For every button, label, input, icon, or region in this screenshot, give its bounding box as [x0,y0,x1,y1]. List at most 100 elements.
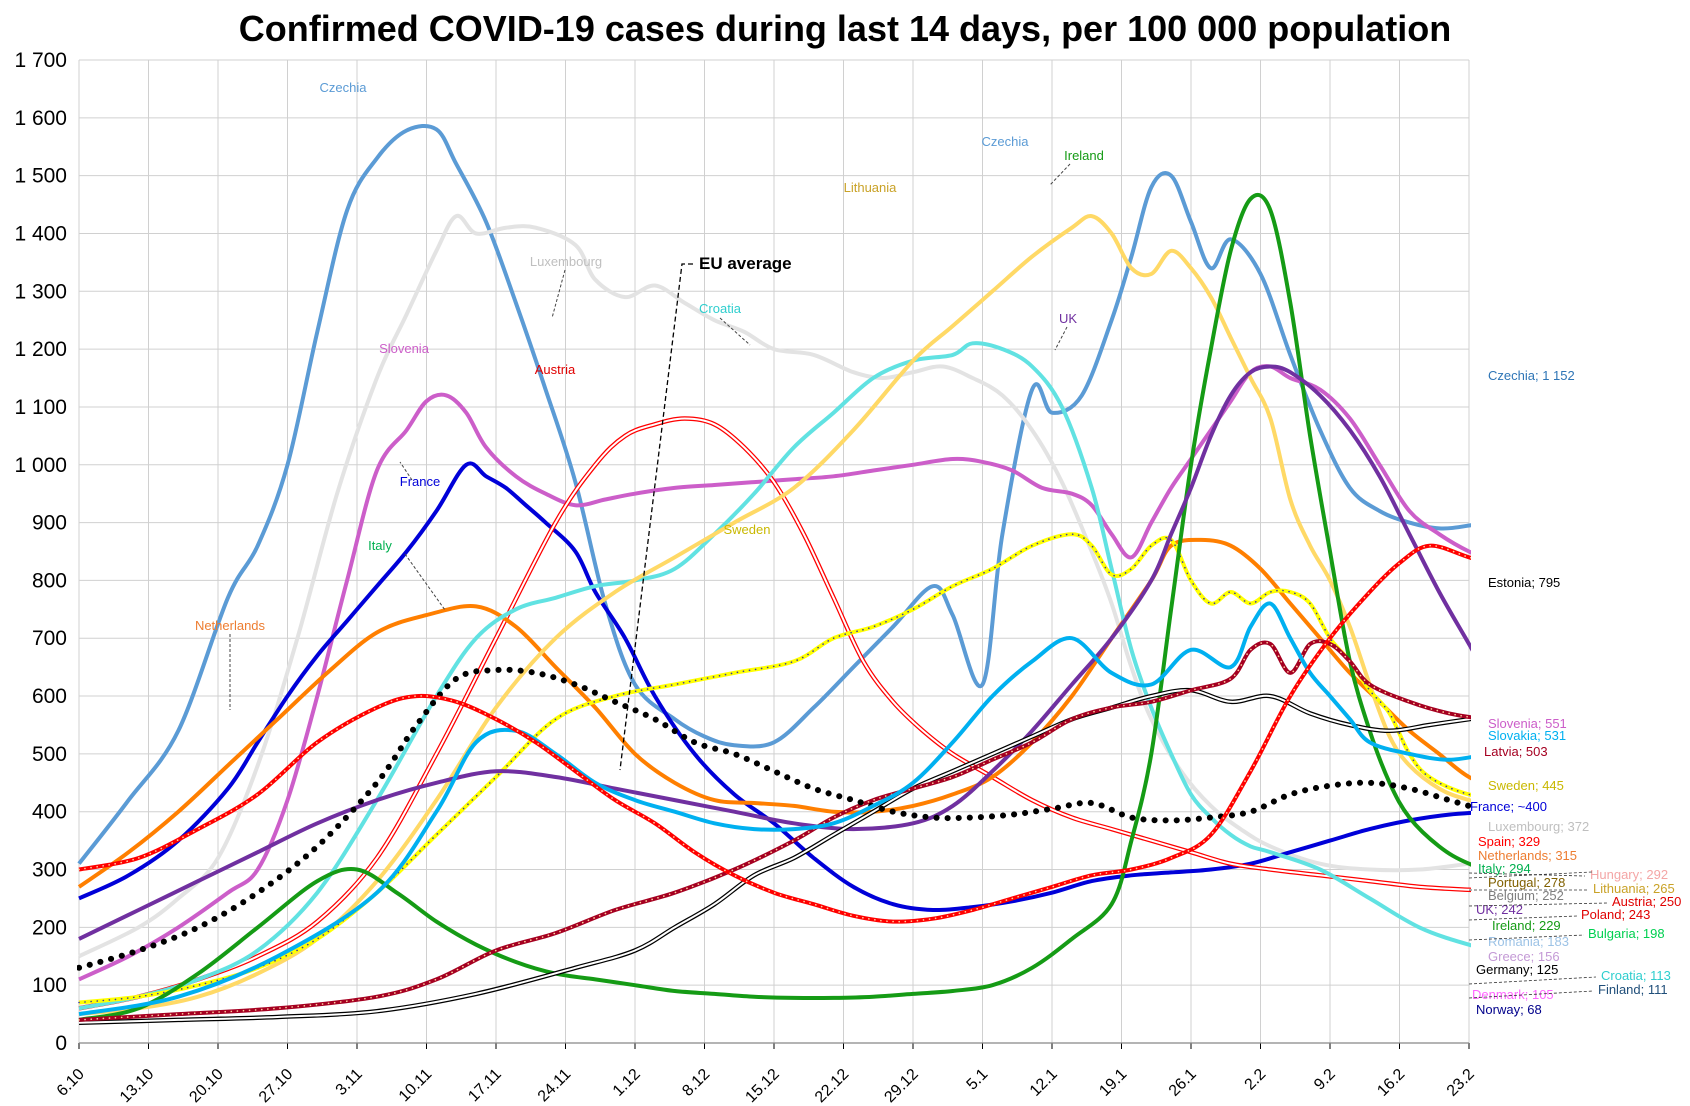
x-tick-label: 16.2 [1374,1066,1408,1100]
x-tick-label: 23.2 [1444,1066,1478,1100]
x-tick-label: 10.11 [396,1066,436,1106]
end-label-leader [1468,990,1594,999]
series-line-sweden [78,532,1471,1005]
y-tick-label: 800 [32,569,67,592]
x-tick-label: 2.2 [1242,1066,1270,1094]
eu-average-leader [619,263,693,771]
series-line-estonia-inner [78,689,1471,1024]
annotation-ireland: Ireland [1064,148,1104,163]
end-label-leader [1468,976,1597,985]
end-label-estonia: Estonia; 795 [1488,575,1560,590]
annotation-lithuania: Lithuania [844,180,898,195]
y-tick-label: 1 500 [14,165,67,188]
y-tick-label: 1 200 [14,338,67,361]
end-label-netherlands: Netherlands; 315 [1478,848,1577,863]
end-label-lithuania: Lithuania; 265 [1593,881,1675,896]
y-tick-label: 1 300 [14,280,67,303]
series-line-slovakia [78,601,1471,1017]
y-tick-label: 0 [55,1032,67,1055]
x-tick-label: 20.10 [186,1066,226,1106]
y-tick-label: 1 100 [14,396,67,419]
annotation-pointer [1049,163,1071,186]
end-label-france: France; ~400 [1470,799,1547,814]
annotation-sweden: Sweden [724,522,771,537]
x-tick-label: 3.11 [333,1066,366,1099]
end-label-denmark: Denmark; 105 [1472,987,1554,1002]
x-tick-label: 26.1 [1166,1066,1200,1100]
end-label-spain: Spain; 329 [1478,834,1540,849]
end-label-poland: Poland; 243 [1581,907,1650,922]
x-tick-label: 19.1 [1096,1066,1130,1100]
x-tick-label: 8.12 [679,1066,713,1100]
annotation-netherlands: Netherlands [195,618,266,633]
annotation-italy: Italy [368,538,392,553]
annotation-slovenia: Slovenia [379,341,430,356]
end-label-luxembourg: Luxembourg; 372 [1488,819,1589,834]
annotation-czechia: Czechia [320,80,368,95]
annotation-eu-average: EU average [699,254,792,273]
y-tick-label: 100 [32,974,67,997]
end-label-czechia: Czechia; 1 152 [1488,368,1575,383]
x-tick-label: 29.12 [881,1066,921,1106]
x-tick-label: 13.10 [117,1066,157,1106]
series-line-luxembourg [78,213,1471,959]
series-line-netherlands [77,537,1471,889]
annotation-pointer [719,317,751,346]
end-label-slovakia: Slovakia; 531 [1488,728,1566,743]
series-line-latvia-dots [78,640,1471,1021]
series-annotations: Czechia Czechia Luxembourg Slovenia Austria F… [195,80,1104,771]
y-tick-label: 1 000 [14,454,67,477]
series-line-croatia [78,341,1471,1011]
end-label-germany: Germany; 125 [1476,962,1558,977]
y-tick-label: 400 [32,801,67,824]
end-label-leader [1468,902,1608,907]
series-line-slovenia [78,364,1471,982]
x-tick-label: 9.2 [1311,1066,1339,1094]
annotation-austria: Austria [535,362,576,377]
x-tick-label: 27.10 [256,1066,296,1106]
annotation-uk: UK [1059,311,1077,326]
end-label-romania: Romania; 183 [1488,934,1569,949]
annotation-czechia: Czechia [982,134,1030,149]
y-tick-label: 700 [32,627,67,650]
end-label-leader [1468,915,1578,921]
end-label-croatia: Croatia; 113 [1601,968,1671,983]
y-tick-label: 200 [32,916,67,939]
series-line-czechia [77,124,1471,865]
x-tick-label: 22.12 [812,1066,852,1106]
end-label-portugal: Portugal; 278 [1488,875,1565,890]
annotation-croatia: Croatia [699,301,742,316]
y-tick-label: 1 600 [14,107,67,130]
series-line-lithuania [78,214,1471,1017]
series-line-ireland [78,192,1471,1022]
end-label-austria: Austria; 250 [1612,894,1681,909]
x-tick-label: 15.12 [742,1066,782,1106]
annotation-pointer [404,553,446,611]
series-line-latvia [78,639,1471,1022]
end-label-bulgaria: Bulgaria; 198 [1588,926,1665,941]
y-tick-label: 1 400 [14,222,67,245]
y-tick-label: 1 700 [14,49,67,72]
series-line-france [78,461,1471,913]
end-label-italy: Italy; 294 [1478,861,1531,876]
end-label-finland: Finland; 111 [1598,982,1668,997]
end-label-latvia: Latvia; 503 [1484,744,1548,759]
end-label-slovenia: Slovenia; 551 [1488,716,1567,731]
x-tick-label: 12.1 [1027,1066,1061,1100]
end-label-norway: Norway; 68 [1476,1002,1542,1017]
end-label-leader [1468,934,1585,941]
annotation-france: France [400,474,440,489]
annotation-luxembourg: Luxembourg [530,254,602,269]
series-line-spain [78,543,1471,924]
end-label-belgium: Belgium; 252 [1488,888,1564,903]
series-line-austria-inner [78,417,1471,1010]
x-tick-label: 1.12 [610,1066,644,1100]
y-tick-label: 500 [32,743,67,766]
end-label-sweden: Sweden; 445 [1488,778,1564,793]
y-axis-ticks: 0 100 200 300 400 500 600 700 800 900 1 000 1 100 1 … [14,49,67,1055]
series-line-uk [78,364,1471,941]
annotation-pointer [551,269,566,319]
x-tick-label: 5.1 [964,1066,992,1094]
series-lines [77,124,1471,1026]
